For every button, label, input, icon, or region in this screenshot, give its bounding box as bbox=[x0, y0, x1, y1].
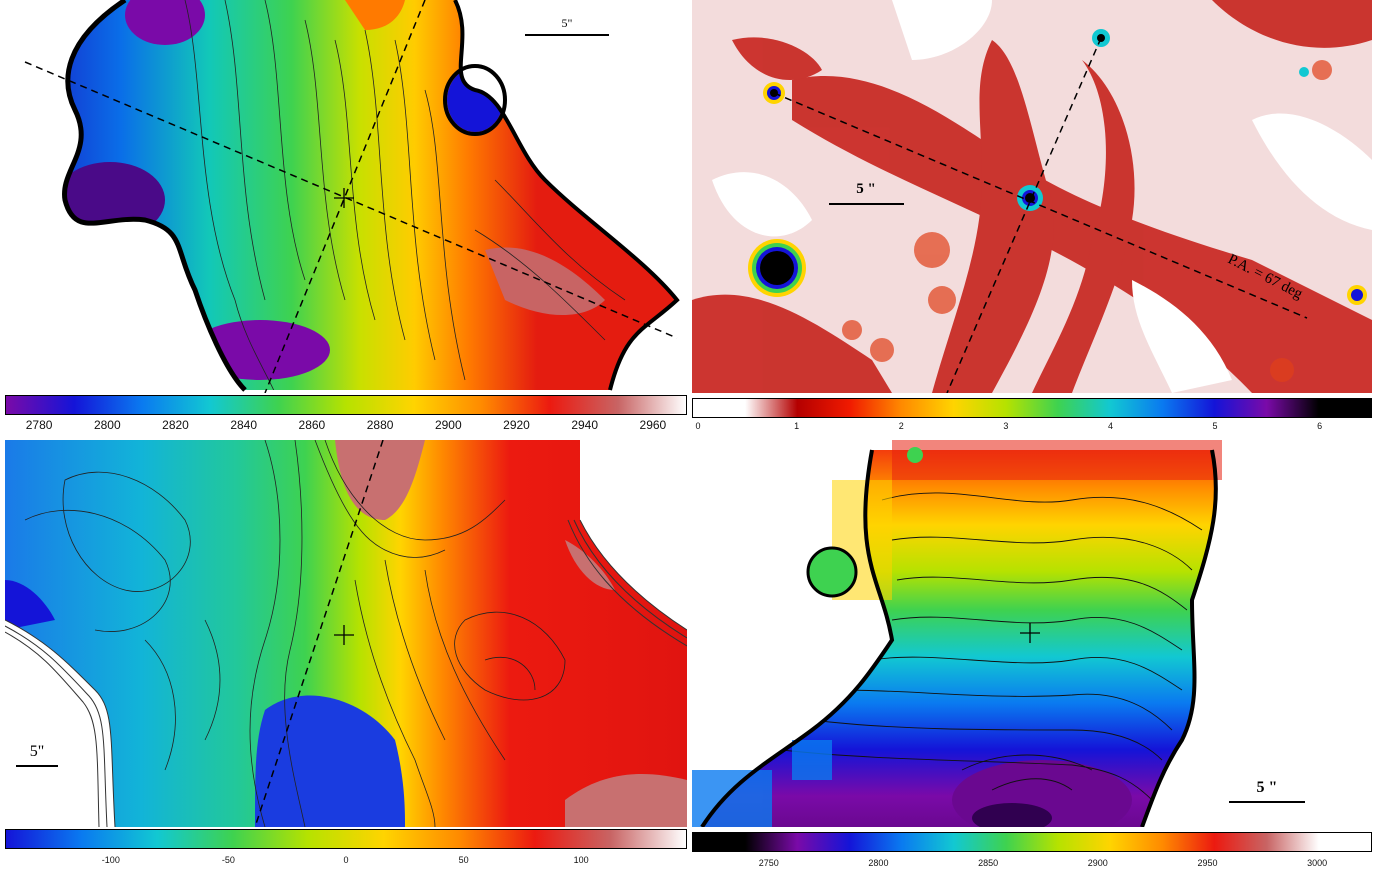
colorbar-tick-label: 6 bbox=[1317, 421, 1323, 431]
colorbar-tick-label: 3000 bbox=[1307, 858, 1328, 868]
colorbar-tick-label: 2780 bbox=[25, 418, 53, 432]
colorbar-tick-label: 50 bbox=[458, 855, 469, 865]
colorbar-bottom-left bbox=[5, 829, 687, 849]
colorbar-tick-label: 2800 bbox=[868, 858, 889, 868]
colorbar-ticks-bottom-left: -100 -50 0 50 100 bbox=[5, 855, 687, 873]
colorbar-tick-label: -50 bbox=[221, 855, 235, 865]
colorbar-tick-label: 2750 bbox=[758, 858, 779, 868]
scale-bar-label: 5 " bbox=[856, 181, 876, 197]
colorbar-ticks-top-left: 2780 2800 2820 2840 2860 2880 2900 2920 2940 2960 bbox=[5, 418, 687, 436]
scale-bar-label: 5" bbox=[30, 743, 45, 760]
velocity-map-bottom-right-image: 5 " bbox=[692, 440, 1305, 827]
velocity-map-bottom-right: 5 " bbox=[692, 440, 1372, 827]
colorbar-tick-label: 2940 bbox=[571, 418, 599, 432]
colorbar-tick-label: 2920 bbox=[503, 418, 530, 432]
colorbar-tick-label: 2850 bbox=[978, 858, 999, 868]
colorbar-tick-label: 5 bbox=[1212, 421, 1218, 431]
colorbar-tick-label: 2900 bbox=[434, 418, 462, 432]
colorbar-tick-label: 2960 bbox=[639, 418, 667, 432]
colorbar-tick-label: 2880 bbox=[366, 418, 394, 432]
colorbar-tick-label: 2860 bbox=[298, 418, 326, 432]
colorbar-tick-label: 2840 bbox=[230, 418, 258, 432]
colorbar-tick-label: 2820 bbox=[162, 418, 189, 432]
colorbar-tick-label: 2800 bbox=[93, 418, 121, 432]
image-map-top-right: 5 " P.A. = 67 deg bbox=[692, 0, 1372, 393]
velocity-map-bottom-left: 5" bbox=[5, 440, 687, 827]
velocity-map-top-left-image: 5" bbox=[24, 0, 680, 393]
scale-bar-label: 5 " bbox=[1257, 779, 1278, 796]
scale-bar-label: 5" bbox=[562, 16, 573, 30]
colorbar-tick-label: 2900 bbox=[1087, 858, 1108, 868]
colorbar-tick-label: 0 bbox=[343, 855, 349, 865]
colorbar-tick-label: -100 bbox=[101, 855, 120, 865]
colorbar-ticks-bottom-right: 2750 2800 2850 2900 2950 3000 bbox=[692, 858, 1372, 876]
colorbar-tick-label: 2 bbox=[898, 421, 904, 431]
velocity-map-bottom-left-image: 5" bbox=[5, 440, 687, 827]
colorbar-top-right bbox=[692, 398, 1372, 418]
colorbar-tick-label: 4 bbox=[1107, 421, 1113, 431]
velocity-map-top-left: 5" bbox=[5, 0, 687, 393]
image-map-top-right-image: 5 " P.A. = 67 deg bbox=[692, 0, 1372, 393]
colorbar-tick-label: 1 bbox=[794, 421, 800, 431]
colorbar-tick-label: 100 bbox=[573, 855, 589, 865]
colorbar-tick-label: 2950 bbox=[1197, 858, 1218, 868]
colorbar-bottom-right bbox=[692, 832, 1372, 852]
colorbar-top-left bbox=[5, 395, 687, 415]
colorbar-ticks-top-right: 0 1 2 3 4 5 6 bbox=[692, 421, 1372, 439]
colorbar-tick-label: 3 bbox=[1003, 421, 1009, 431]
colorbar-tick-label: 0 bbox=[695, 421, 701, 431]
